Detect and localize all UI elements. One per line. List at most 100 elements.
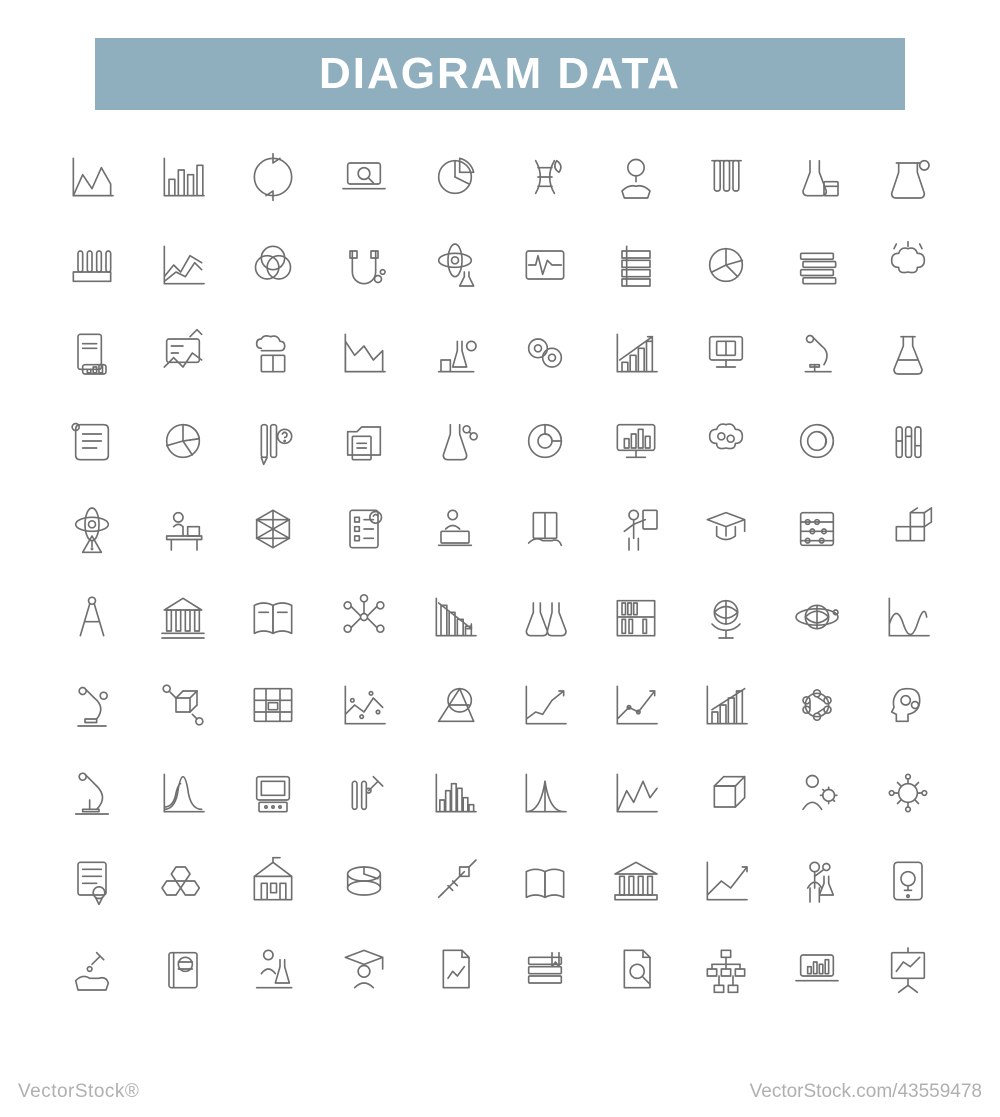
book-hand-icon [509,493,581,565]
compass-icon [56,581,128,653]
step-bars-icon [690,669,762,741]
area-down-icon [328,317,400,389]
trend-up-icon [600,669,672,741]
stacked-books-icon [600,229,672,301]
trend-arrow-icon [690,845,762,917]
atom-flask-icon [419,229,491,301]
pie-chart-icon [419,141,491,213]
area-chart-icon [56,141,128,213]
refresh-cycle-icon [237,141,309,213]
document-chart-icon [419,933,491,1005]
lab-beaker-icon [872,141,944,213]
blueprint-icon [237,669,309,741]
mountain-chart-icon [600,757,672,829]
pipette-tubes-icon [328,757,400,829]
lab-person-icon [237,933,309,1005]
ascending-bars-icon [600,317,672,389]
scientist-icon [781,845,853,917]
cube-network-icon [147,669,219,741]
line-chart-icon [147,229,219,301]
earth-orbit-icon [781,581,853,653]
laptop-search-icon [328,141,400,213]
polyhedron-icon [237,493,309,565]
brain-storm-icon [872,229,944,301]
watermark-left: VectorStock® [18,1081,139,1103]
donut-chart-icon [509,405,581,477]
formula-board-icon [147,317,219,389]
folder-docs-icon [328,405,400,477]
tube-rack-icon [56,229,128,301]
gauss-curve-icon [509,757,581,829]
bank-columns-icon [600,845,672,917]
pie-segments-icon [690,229,762,301]
pen-question-icon [237,405,309,477]
vials-icon [872,405,944,477]
flask-book-icon [781,141,853,213]
dna-leaf-icon [509,141,581,213]
school-building-icon [237,845,309,917]
checklist-icon [328,493,400,565]
bar-chart-icon [147,141,219,213]
presentation-icon [872,933,944,1005]
open-book-icon [237,581,309,653]
cells-icon [509,317,581,389]
declining-bars-icon [419,581,491,653]
certificate-icon [56,845,128,917]
hand-dropper-icon [56,933,128,1005]
cylinder-pie-icon [328,845,400,917]
desk-study-icon [147,493,219,565]
ring-chart-icon [781,405,853,477]
ebook-monitor-icon [690,317,762,389]
magnet-icon [328,229,400,301]
paper-search-icon [600,933,672,1005]
monitor-bars-icon [600,405,672,477]
microscope2-icon [56,669,128,741]
hexagon-mesh-icon [147,845,219,917]
geometry-icon [419,669,491,741]
ecg-monitor-icon [509,229,581,301]
cloud-book-icon [237,317,309,389]
student-laptop-icon [419,493,491,565]
open-book2-icon [509,845,581,917]
scatter-line-icon [328,669,400,741]
icon-grid [50,136,950,1010]
scroll-report-icon [56,405,128,477]
atom-warning-icon [56,493,128,565]
brain-gears-icon [690,405,762,477]
page-title: DIAGRAM DATA [319,49,681,99]
cubes-icon [872,493,944,565]
molecule-ring-icon [781,669,853,741]
abacus-chart-icon [781,493,853,565]
wave-chart-icon [872,581,944,653]
page-title-banner: DIAGRAM DATA [95,38,905,110]
cube-3d-icon [690,757,762,829]
microscope3-icon [56,757,128,829]
molecule-flask-icon [419,405,491,477]
computer-retro-icon [237,757,309,829]
lab-equipment-icon [419,317,491,389]
flasks-pair-icon [509,581,581,653]
test-tubes-icon [690,141,762,213]
book-stack-icon [781,229,853,301]
library-shelf-icon [600,581,672,653]
globe-stand-icon [690,581,762,653]
report-chart-icon [56,317,128,389]
virus-icon [872,757,944,829]
syringe-icon [419,845,491,917]
teacher-icon [600,493,672,565]
erlenmeyer-icon [872,317,944,389]
watermark-right: VectorStock.com/43559478 [750,1081,982,1103]
tablet-idea-icon [872,845,944,917]
graduate-icon [690,493,762,565]
microscope-icon [781,317,853,389]
org-tree-icon [690,933,762,1005]
idea-hand-icon [600,141,672,213]
books-bookmark-icon [509,933,581,1005]
bell-curve-icon [147,757,219,829]
head-gears-icon [872,669,944,741]
network-nodes-icon [328,581,400,653]
institution-icon [147,581,219,653]
venn-diagram-icon [237,229,309,301]
pie-detailed-icon [147,405,219,477]
person-gear-icon [781,757,853,829]
